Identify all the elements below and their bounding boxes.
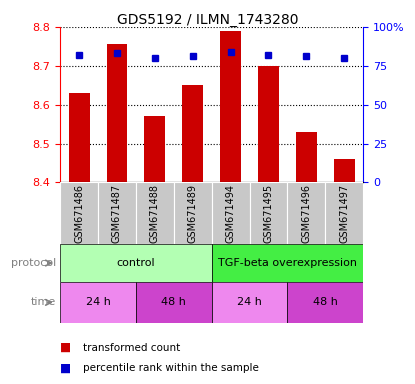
Bar [212,182,249,244]
Text: GSM671488: GSM671488 [150,184,160,243]
Text: GSM671494: GSM671494 [226,184,236,243]
Text: TGF-beta overexpression: TGF-beta overexpression [218,258,357,268]
Bar [60,244,212,282]
Text: GSM671497: GSM671497 [339,184,349,243]
Text: 24 h: 24 h [237,297,262,308]
Text: GSM671495: GSM671495 [264,184,273,243]
Text: ■: ■ [60,361,71,374]
Text: GSM671487: GSM671487 [112,184,122,243]
Text: transformed count: transformed count [83,343,180,353]
Text: control: control [117,258,155,268]
Bar [296,132,317,182]
Text: GDS5192 / ILMN_1743280: GDS5192 / ILMN_1743280 [117,13,298,27]
Bar [287,182,325,244]
Bar [212,244,363,282]
Text: GSM671486: GSM671486 [74,184,84,243]
Bar [60,282,136,323]
Bar [107,45,127,182]
Bar [60,182,98,244]
Bar [325,182,363,244]
Text: protocol: protocol [11,258,56,268]
Bar [212,282,287,323]
Bar [249,182,287,244]
Bar [69,93,90,182]
Bar [174,182,212,244]
Text: GSM671496: GSM671496 [301,184,311,243]
Bar [258,66,279,182]
Bar [220,31,241,182]
Bar [136,182,174,244]
Bar [287,282,363,323]
Text: time: time [31,297,56,308]
Bar [334,159,354,182]
Text: percentile rank within the sample: percentile rank within the sample [83,363,259,373]
Bar [98,182,136,244]
Text: 24 h: 24 h [85,297,110,308]
Bar [182,85,203,182]
Text: 48 h: 48 h [161,297,186,308]
Text: GSM671489: GSM671489 [188,184,198,243]
Text: ■: ■ [60,341,71,354]
Bar [136,282,212,323]
Text: 48 h: 48 h [313,297,338,308]
Bar [144,116,165,182]
